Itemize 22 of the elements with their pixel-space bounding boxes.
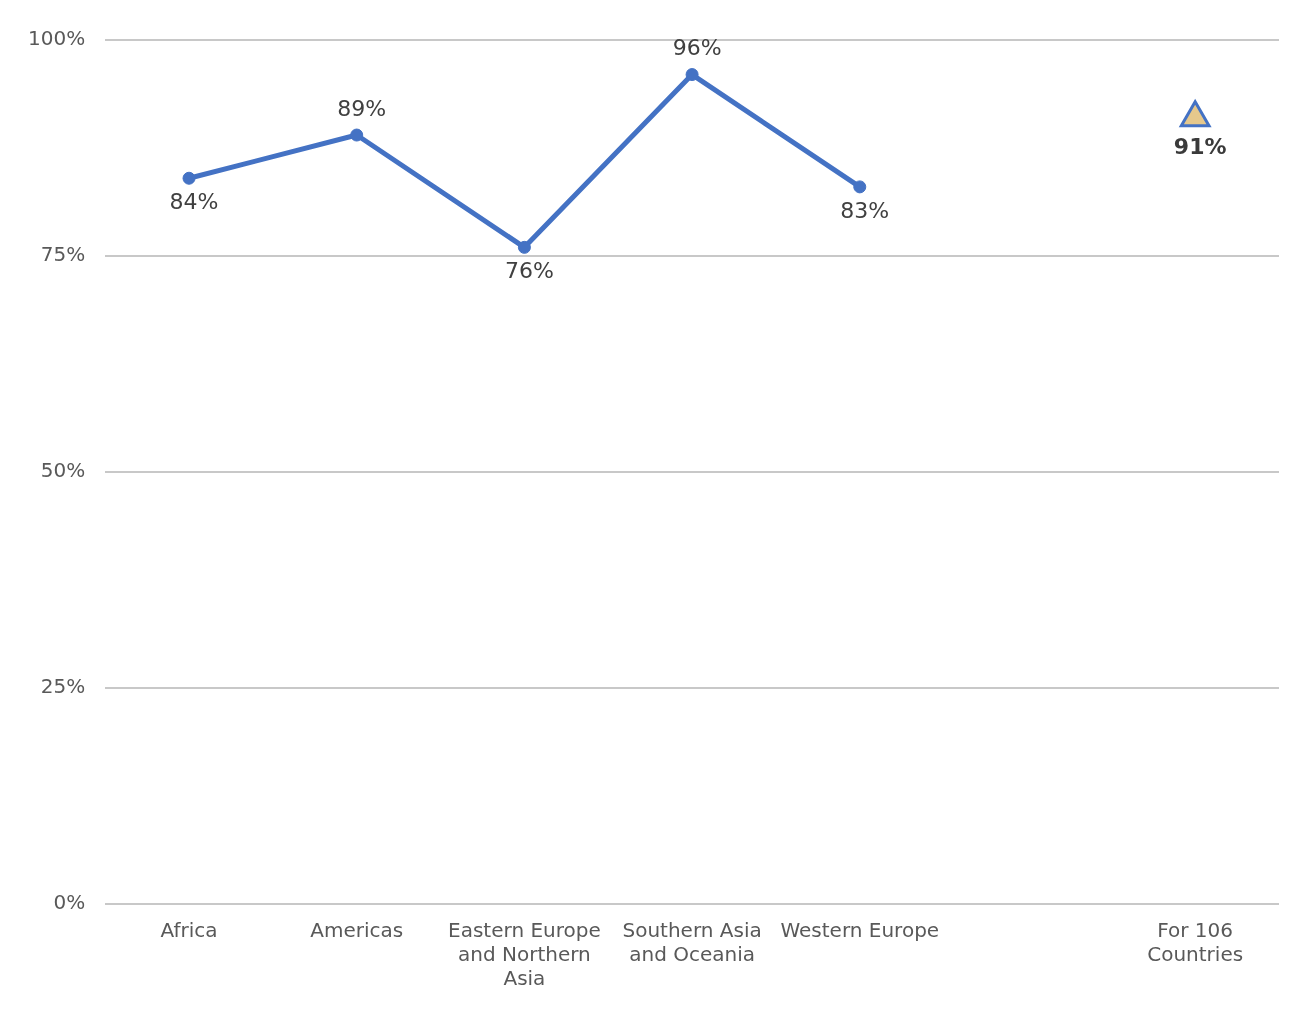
y-tick-label: 0% bbox=[53, 890, 86, 915]
x-tick-label: Eastern Europe and Northern Asia bbox=[448, 918, 601, 991]
x-tick-label: For 106 Countries bbox=[1147, 918, 1244, 967]
point bbox=[685, 68, 699, 82]
point bbox=[182, 171, 196, 185]
point bbox=[350, 128, 364, 142]
y-tick-label: 50% bbox=[40, 458, 86, 483]
point bbox=[853, 180, 867, 194]
data-label: 96% bbox=[672, 35, 722, 61]
data-label: 76% bbox=[504, 258, 554, 284]
y-tick-label: 100% bbox=[27, 26, 86, 51]
y-tick-label: 75% bbox=[40, 242, 86, 267]
x-tick-label: Western Europe bbox=[780, 918, 940, 943]
x-tick-label: Americas bbox=[310, 918, 404, 943]
x-tick-label: Southern Asia and Oceania bbox=[622, 918, 762, 967]
x-tick-label: Africa bbox=[160, 918, 218, 943]
data-label: 89% bbox=[337, 95, 387, 121]
point bbox=[517, 240, 531, 254]
y-tick-label: 25% bbox=[40, 674, 86, 699]
data-label: 84% bbox=[169, 188, 219, 214]
data-label: 91% bbox=[1173, 134, 1227, 160]
data-label: 83% bbox=[840, 197, 890, 223]
